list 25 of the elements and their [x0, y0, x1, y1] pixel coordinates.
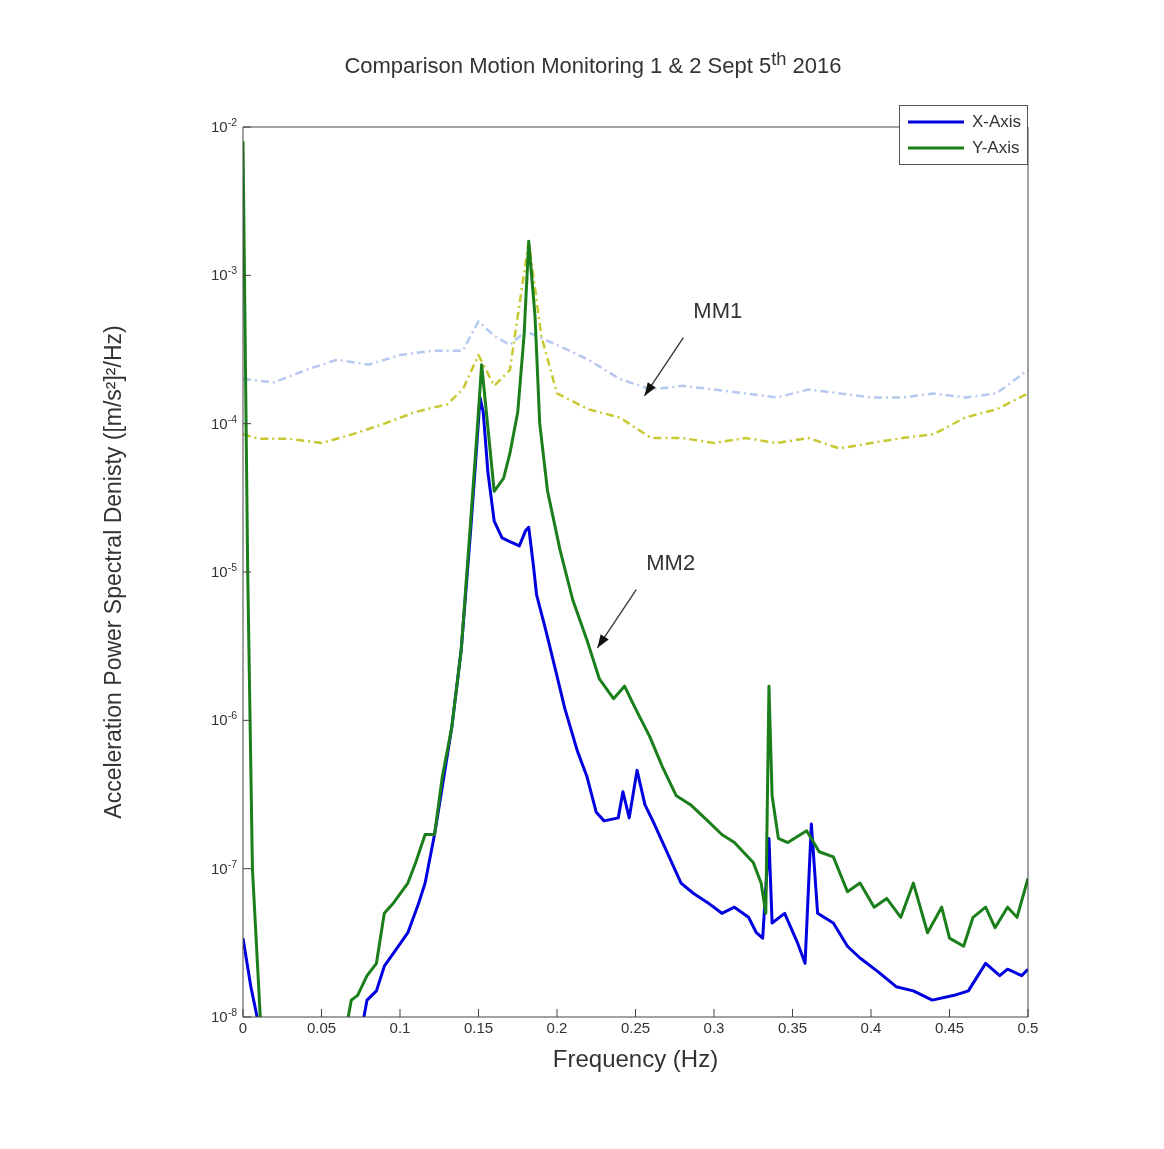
x-tick-label: 0.4 — [860, 1019, 882, 1037]
chart-title: Comparison Motion Monitoring 1 & 2 Sept 5$^{th}$ 2016 — [343, 47, 843, 81]
x-tick-label: 0.2 — [546, 1019, 568, 1037]
x-tick-label: 0.45 — [934, 1019, 965, 1037]
x-tick-label: 0.15 — [463, 1019, 494, 1037]
x-tick-label: 0.35 — [777, 1019, 808, 1037]
x-tick-label: 0.25 — [620, 1019, 651, 1037]
y-tick-label: 10$^{-4}$ — [210, 412, 238, 432]
x-tick-label: 0.5 — [1017, 1019, 1039, 1037]
x-tick-label: 0.3 — [703, 1019, 725, 1037]
y-tick-label: 10$^{-7}$ — [210, 857, 238, 877]
x-tick-label: 0.1 — [389, 1019, 411, 1037]
legend-label: X-Axis — [971, 111, 1021, 134]
x-tick-label: 0.05 — [306, 1019, 337, 1037]
legend-label: Y-Axis — [971, 137, 1020, 160]
y-tick-label: 10$^{-3}$ — [210, 264, 238, 284]
y-axis-title: Acceleration Power Spectral Denisty ([m/s²]²/Hz) — [100, 325, 127, 820]
annotation: MM2 — [646, 549, 696, 575]
y-tick-label: 10$^{-5}$ — [210, 561, 238, 581]
x-axis-title: Frequency (Hz) — [552, 1045, 719, 1073]
y-tick-label: 10$^{-8}$ — [210, 1006, 238, 1026]
y-tick-label: 10$^{-6}$ — [210, 709, 238, 729]
x-tick-label: 0 — [238, 1019, 248, 1037]
y-tick-label: 10$^{-2}$ — [210, 116, 238, 136]
annotation: MM1 — [693, 297, 743, 323]
